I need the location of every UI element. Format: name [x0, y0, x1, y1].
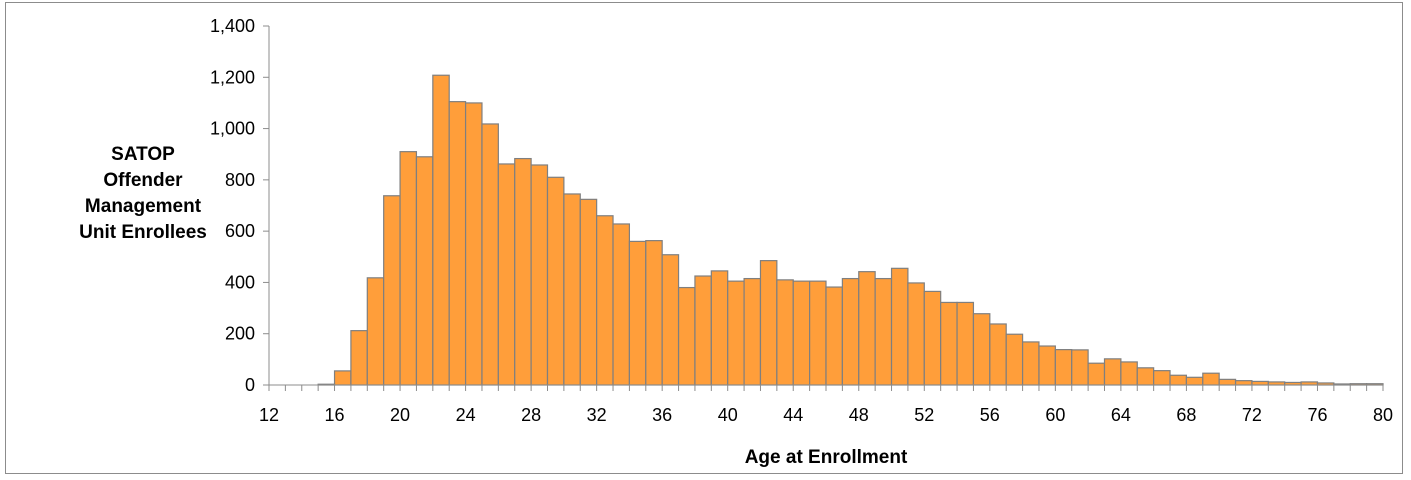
y-axis-title-line: Management — [84, 196, 202, 217]
histogram-bar — [366, 277, 385, 386]
histogram-bar — [1120, 361, 1138, 386]
histogram-bar — [956, 301, 975, 386]
histogram-bar — [1005, 333, 1024, 386]
histogram-bar — [383, 195, 401, 386]
histogram-bar — [792, 280, 811, 386]
histogram-bar — [448, 101, 467, 386]
histogram-bar — [1169, 374, 1188, 386]
histogram-bar — [350, 330, 368, 386]
histogram-bar — [1202, 372, 1220, 386]
histogram-bar — [1071, 349, 1089, 386]
bars-group — [317, 74, 1384, 386]
histogram-bar — [1054, 349, 1073, 386]
x-tick-label: 72 — [1242, 405, 1262, 425]
histogram-bar — [907, 282, 925, 386]
x-tick-label: 36 — [652, 405, 672, 425]
histogram-bar — [989, 323, 1007, 386]
x-tick-label: 76 — [1307, 405, 1327, 425]
x-tick-label: 56 — [980, 405, 1000, 425]
histogram-bar — [694, 275, 712, 386]
x-ticks-group: 12 16 20 24 28 32 36 40 44 48 52 56 60 64 68 72 76 80 — [259, 385, 1393, 425]
histogram-bar — [530, 164, 549, 386]
histogram-bar — [759, 260, 778, 386]
histogram-bar — [874, 277, 893, 386]
histogram-bar — [825, 286, 843, 386]
histogram-bar — [628, 240, 647, 386]
histogram-bar — [1038, 345, 1056, 386]
y-axis-title: SATOP Offender Management Unit Enrollees — [48, 142, 238, 246]
y-tick-label: 200 — [225, 324, 255, 344]
x-tick-label: 32 — [587, 405, 607, 425]
histogram-bar — [1185, 376, 1204, 386]
y-tick-label: 400 — [225, 272, 255, 292]
y-axis-title-line: SATOP — [111, 144, 175, 165]
y-tick-label: 1,000 — [210, 119, 255, 139]
histogram-bar — [497, 163, 516, 386]
histogram-bar — [563, 193, 581, 386]
histogram-bar — [1021, 341, 1040, 386]
x-tick-label: 68 — [1176, 405, 1196, 425]
histogram-bar — [1103, 358, 1122, 386]
y-tick-label: 800 — [225, 170, 255, 190]
histogram-bar — [710, 270, 729, 386]
histogram-bar — [940, 301, 958, 386]
x-axis-title: Age at Enrollment — [745, 447, 908, 468]
x-tick-label: 12 — [259, 405, 279, 425]
histogram-bar — [333, 370, 352, 386]
y-tick-label: 1,400 — [210, 16, 255, 36]
x-tick-label: 60 — [1045, 405, 1065, 425]
histogram-bar — [612, 223, 631, 386]
histogram-bar — [514, 157, 532, 386]
histogram-bar — [727, 280, 745, 386]
x-tick-label: 24 — [456, 405, 476, 425]
y-tick-label: 600 — [225, 221, 255, 241]
x-tick-label: 28 — [521, 405, 541, 425]
histogram-bar — [464, 102, 483, 386]
histogram-bar — [432, 74, 450, 386]
x-tick-label: 52 — [914, 405, 934, 425]
histogram-bar — [841, 277, 860, 386]
histogram-bar — [481, 123, 499, 386]
histogram-bar — [1218, 378, 1237, 386]
x-tick-label: 48 — [849, 405, 869, 425]
x-tick-label: 16 — [325, 405, 345, 425]
y-axis-title-line: Offender — [103, 170, 183, 191]
histogram-bar — [1087, 362, 1106, 386]
histogram-bar — [858, 271, 876, 386]
histogram-bar — [1234, 380, 1253, 386]
x-tick-label: 64 — [1111, 405, 1131, 425]
y-tick-label: 0 — [245, 375, 255, 395]
histogram-bar — [677, 286, 696, 386]
histogram-bar — [1153, 370, 1171, 386]
chart-frame — [5, 2, 1403, 474]
histogram-bar — [809, 280, 827, 386]
x-tick-label: 40 — [718, 405, 738, 425]
histogram-bar — [1136, 367, 1155, 386]
histogram-bar — [972, 313, 991, 386]
histogram-bar — [1251, 380, 1269, 386]
histogram-bar — [645, 240, 663, 386]
histogram-bar — [776, 279, 794, 386]
x-tick-label: 44 — [783, 405, 803, 425]
histogram-bar — [743, 277, 762, 386]
y-axis-title-line: Unit Enrollees — [79, 222, 207, 243]
histogram-bar — [415, 156, 434, 386]
y-ticks-group: 0 200 400 600 800 1,000 1,200 1,400 — [210, 16, 269, 395]
histogram-bar — [890, 267, 909, 386]
histogram-bar — [546, 176, 565, 386]
histogram-bar — [923, 290, 942, 386]
histogram-bar — [579, 198, 598, 386]
x-tick-label: 20 — [390, 405, 410, 425]
histogram-bar — [661, 254, 680, 386]
x-tick-label: 80 — [1373, 405, 1393, 425]
y-tick-label: 1,200 — [210, 67, 255, 87]
histogram-bar — [399, 151, 418, 386]
histogram-bar — [596, 215, 614, 386]
